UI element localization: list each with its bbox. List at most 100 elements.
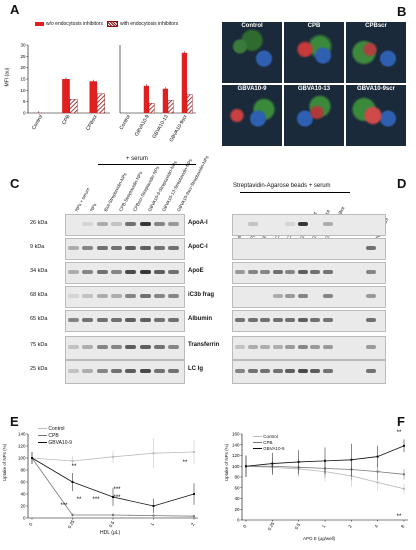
blot-band <box>153 318 165 322</box>
blot-band <box>125 345 137 349</box>
blot-band <box>139 294 151 298</box>
significance-label: ** <box>77 497 82 503</box>
blot-band <box>168 222 180 226</box>
significance-label: ** <box>397 514 402 520</box>
y-tick-label: 160 <box>232 432 240 437</box>
blot-band <box>285 369 295 373</box>
legend-label: Control <box>48 426 65 432</box>
blot-band <box>153 246 165 250</box>
x-tick-label: 0 <box>28 521 34 526</box>
blot-band <box>297 270 308 274</box>
legend-label: GBVA10-9 <box>48 440 72 446</box>
blot-band <box>168 369 180 373</box>
micrograph-label: Control <box>241 23 263 29</box>
data-point <box>403 487 405 490</box>
data-point <box>271 462 274 465</box>
blot-band <box>297 294 308 298</box>
y-tick-label: 10 <box>20 88 26 93</box>
x-tick-label: 2 <box>190 521 196 526</box>
blot-band <box>153 345 165 349</box>
data-point <box>403 444 405 447</box>
data-point <box>71 514 74 516</box>
protein-label: ApoC-I <box>188 244 208 250</box>
blot-band <box>322 270 333 274</box>
blot-band <box>322 222 333 226</box>
y-tick-label: 40 <box>234 496 240 501</box>
blot-band <box>96 246 108 250</box>
significance-label: *** <box>113 495 121 501</box>
blot-band <box>110 270 122 274</box>
significance-label: *** <box>60 503 68 509</box>
blot-band <box>285 318 295 322</box>
blot-band <box>297 345 308 349</box>
blot-band <box>272 294 283 298</box>
legend-cpb: CPB <box>253 440 273 445</box>
y-tick-label: 0 <box>23 111 26 116</box>
kda-label: 26 kDa <box>30 220 48 226</box>
y-tick-label: 140 <box>232 442 240 447</box>
significance-label: ** <box>72 464 77 470</box>
blot-c-strip <box>65 360 185 384</box>
blot-band <box>125 294 137 298</box>
panel-d-header: Streptavidin-Agarose beads + serum <box>233 183 331 189</box>
protein-label: Albumin <box>188 316 212 322</box>
bar <box>69 99 78 114</box>
blot-band <box>82 246 94 250</box>
blot-band <box>82 345 94 349</box>
legend-label: CPB <box>263 440 273 445</box>
blot-band <box>139 270 151 274</box>
blot-band <box>139 345 151 349</box>
x-tick-label: 0.5 <box>108 520 116 528</box>
legend-control: Control <box>253 434 278 439</box>
blot-band <box>125 270 137 274</box>
category-label: CPBscr <box>85 114 99 132</box>
blot-band <box>68 270 79 274</box>
lane-label: NPs + serum <box>74 186 91 213</box>
legend-label: CPB <box>48 433 59 439</box>
x-tick-label: 1 <box>149 521 155 526</box>
serum-bracket <box>98 164 196 165</box>
micrograph-cpb: CPB <box>284 22 344 83</box>
blot-band <box>96 270 108 274</box>
data-point <box>112 496 114 498</box>
blot-band <box>96 318 108 322</box>
kda-label: 34 kDa <box>30 268 48 274</box>
data-point <box>376 455 379 458</box>
blot-band <box>322 345 333 349</box>
lane-label: CPBscr-Streptavidin-NPs <box>132 165 161 213</box>
blot-band <box>260 345 270 349</box>
blot-band <box>153 222 165 226</box>
blot-band <box>310 270 320 274</box>
data-point <box>193 515 195 518</box>
y-tick-label: 20 <box>20 504 26 509</box>
bar <box>96 93 106 114</box>
micrograph-label: CPBscr <box>365 23 387 29</box>
blot-band <box>272 318 283 322</box>
bar <box>181 52 188 113</box>
category-label: GBVA10-9 <box>134 114 151 138</box>
y-tick-label: 15 <box>20 77 26 82</box>
bar <box>167 100 174 114</box>
data-point <box>112 455 114 458</box>
blot-band <box>153 369 165 373</box>
legend-cpb: CPB <box>38 433 59 439</box>
x-tick-label: 0.25 <box>67 519 76 530</box>
blot-c-strip <box>65 310 185 332</box>
legend-label: w/o endocytosis inhibitors <box>46 21 103 27</box>
data-point <box>376 481 379 484</box>
significance-label: ** <box>183 460 188 466</box>
blot-band <box>247 369 258 373</box>
blot-band <box>260 318 270 322</box>
blot-band <box>168 345 180 349</box>
data-point <box>324 459 326 462</box>
blot-d-strip <box>232 214 386 236</box>
data-point <box>297 460 300 463</box>
y-tick-label: 120 <box>18 444 26 449</box>
y-tick-label: 60 <box>20 480 26 485</box>
blot-band <box>285 294 295 298</box>
blot-c-strip <box>65 238 185 260</box>
panel-c-label: C <box>10 176 20 191</box>
panel-e-label: E <box>10 414 19 429</box>
blot-band <box>322 294 333 298</box>
